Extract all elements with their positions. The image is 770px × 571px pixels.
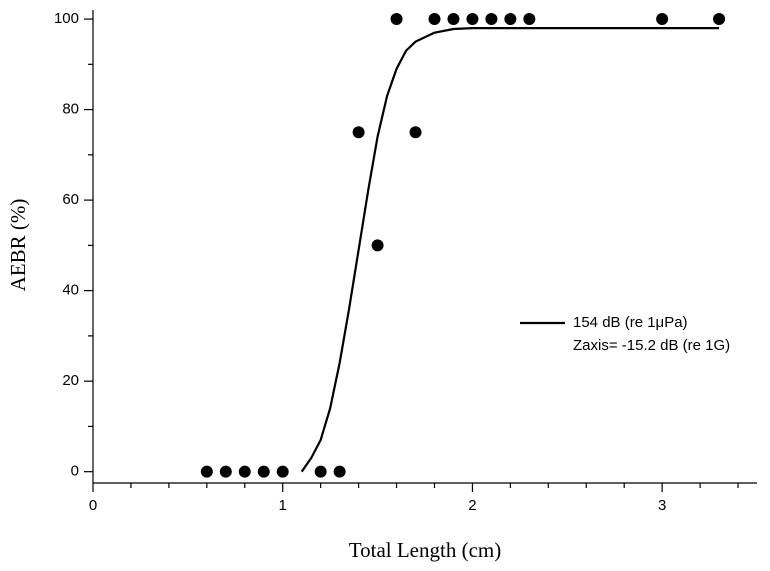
y-tick-label: 20 <box>62 372 79 389</box>
y-axis-title: AEBR (%) <box>6 199 30 292</box>
y-tick-label: 100 <box>54 10 79 27</box>
point <box>523 13 536 26</box>
x-tick-label: 0 <box>89 497 97 514</box>
y-tick-label: 0 <box>71 463 79 480</box>
point <box>219 465 232 478</box>
point <box>466 13 479 26</box>
point <box>200 465 213 478</box>
point <box>276 465 289 478</box>
y-tick-label: 60 <box>62 191 79 208</box>
point <box>428 13 441 26</box>
fit-curve <box>300 27 720 473</box>
x-axis-title: Total Length (cm) <box>349 538 501 562</box>
point <box>238 465 251 478</box>
x-tick-label: 2 <box>468 497 476 514</box>
point <box>257 465 270 478</box>
point <box>485 13 498 26</box>
legend-label: Zaxis= -15.2 dB (re 1G) <box>573 337 730 354</box>
point <box>371 239 384 252</box>
point <box>713 13 726 26</box>
legend-label: 154 dB (re 1μPa) <box>573 314 688 331</box>
point <box>409 126 422 139</box>
point <box>447 13 460 26</box>
point <box>656 13 669 26</box>
point <box>314 465 327 478</box>
y-tick-label: 40 <box>62 282 79 299</box>
y-tick-label: 80 <box>62 101 79 118</box>
point <box>504 13 517 26</box>
point <box>390 13 403 26</box>
x-tick-label: 3 <box>658 497 666 514</box>
point <box>333 465 346 478</box>
x-tick-label: 1 <box>279 497 287 514</box>
point <box>352 126 365 139</box>
